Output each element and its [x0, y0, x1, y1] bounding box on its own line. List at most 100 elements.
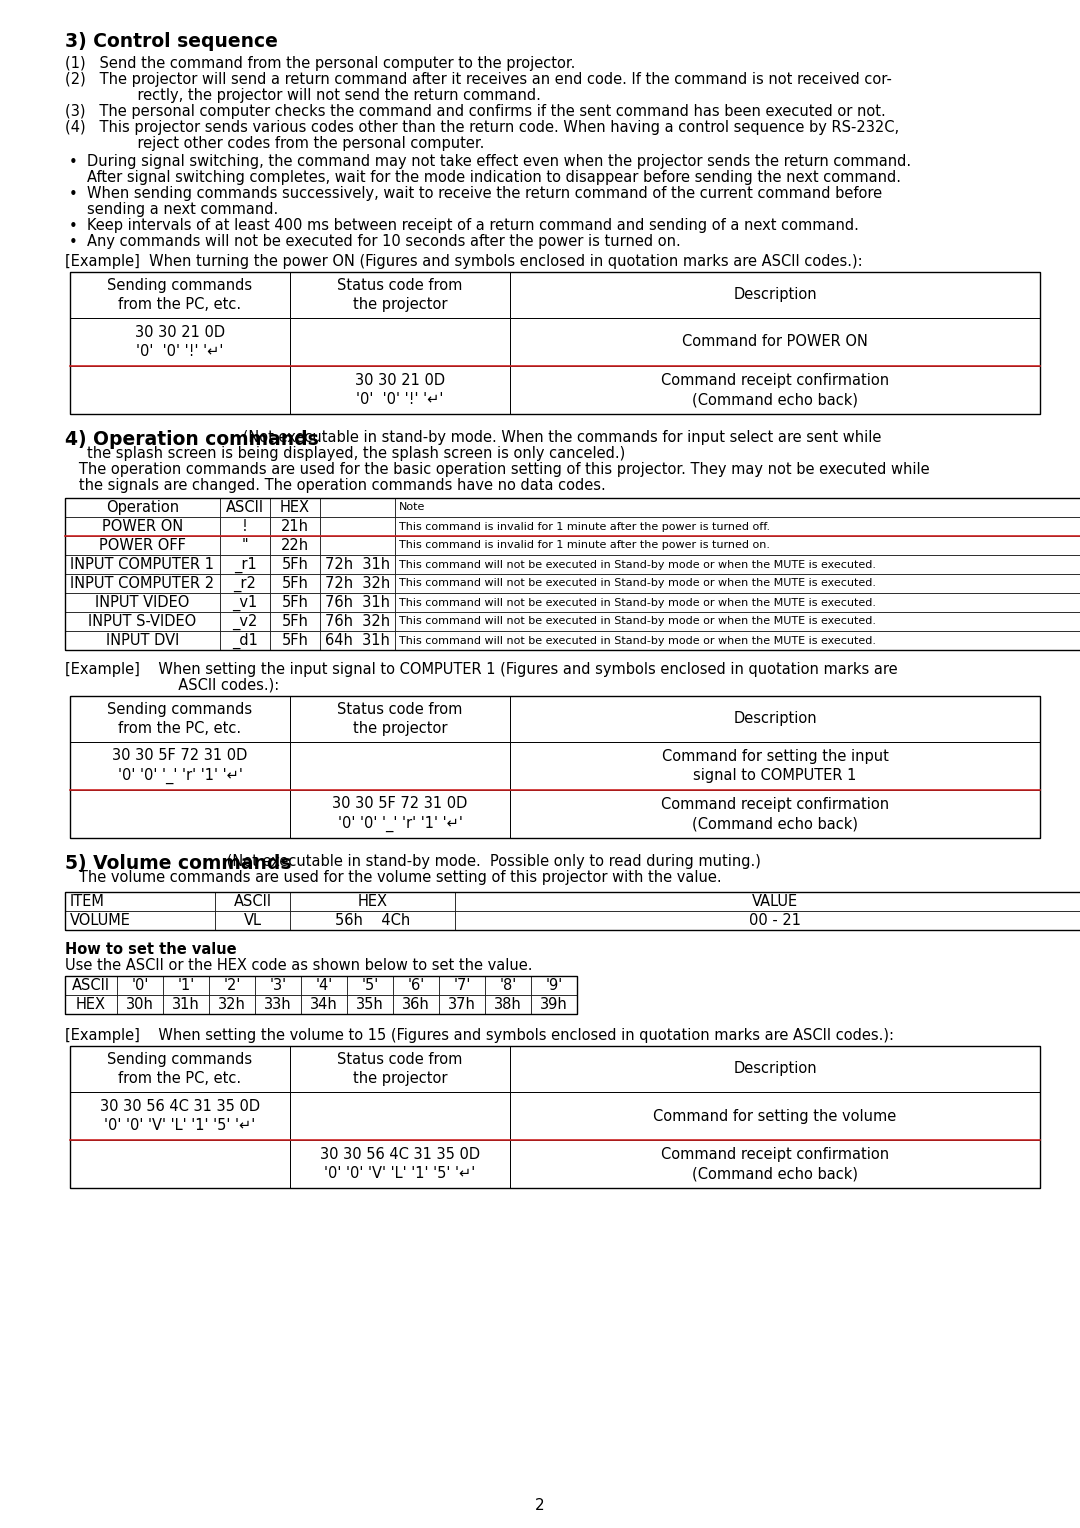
Bar: [270, 593, 320, 613]
Text: '5': '5': [362, 978, 379, 993]
Text: 3) Control sequence: 3) Control sequence: [65, 32, 278, 50]
Bar: [320, 575, 395, 593]
Text: 36h: 36h: [402, 996, 430, 1012]
Text: '3': '3': [269, 978, 286, 993]
Bar: [255, 995, 301, 1015]
Bar: [270, 613, 320, 631]
Text: 5Fh: 5Fh: [282, 594, 309, 610]
Text: 5Fh: 5Fh: [282, 614, 309, 630]
Text: INPUT COMPUTER 1: INPUT COMPUTER 1: [70, 558, 215, 571]
Text: After signal switching completes, wait for the mode indication to disappear befo: After signal switching completes, wait f…: [87, 170, 901, 185]
Bar: [65, 498, 220, 516]
Bar: [220, 536, 270, 555]
Text: 30 30 5F 72 31 0D
'0' '0' '_' 'r' '1' '↵': 30 30 5F 72 31 0D '0' '0' '_' 'r' '1' '↵…: [333, 796, 468, 833]
Bar: [395, 516, 1080, 536]
Text: HEX: HEX: [357, 894, 388, 909]
Text: 2: 2: [536, 1499, 544, 1514]
Bar: [65, 976, 577, 1015]
Bar: [291, 695, 510, 743]
Text: Sending commands
from the PC, etc.: Sending commands from the PC, etc.: [107, 1051, 253, 1086]
Text: 5Fh: 5Fh: [282, 576, 309, 591]
Bar: [65, 911, 215, 931]
Text: 64h  31h: 64h 31h: [325, 633, 390, 648]
Text: _v1: _v1: [232, 594, 258, 611]
Text: the signals are changed. The operation commands have no data codes.: the signals are changed. The operation c…: [65, 478, 606, 494]
Bar: [438, 995, 485, 1015]
Text: (Not executable in stand-by mode. When the commands for input select are sent wh: (Not executable in stand-by mode. When t…: [238, 429, 881, 445]
Bar: [270, 575, 320, 593]
Bar: [65, 995, 117, 1015]
Bar: [510, 1047, 1040, 1093]
Bar: [117, 976, 163, 995]
Text: Description: Description: [733, 1062, 816, 1077]
Bar: [220, 498, 270, 516]
Bar: [163, 995, 210, 1015]
Text: 72h  31h: 72h 31h: [325, 558, 390, 571]
Text: '0': '0': [132, 978, 149, 993]
Bar: [291, 272, 510, 318]
Text: [Example]  When turning the power ON (Figures and symbols enclosed in quotation : [Example] When turning the power ON (Fig…: [65, 254, 863, 269]
Bar: [320, 516, 395, 536]
Bar: [210, 995, 255, 1015]
Bar: [65, 575, 220, 593]
Bar: [347, 976, 393, 995]
Bar: [531, 995, 577, 1015]
Text: 76h  31h: 76h 31h: [325, 594, 390, 610]
Text: •: •: [69, 235, 78, 251]
Bar: [220, 575, 270, 593]
Bar: [163, 976, 210, 995]
Text: Use the ASCII or the HEX code as shown below to set the value.: Use the ASCII or the HEX code as shown b…: [65, 958, 532, 973]
Bar: [70, 695, 1040, 837]
Text: This command will not be executed in Stand-by mode or when the MUTE is executed.: This command will not be executed in Sta…: [399, 597, 876, 608]
Text: During signal switching, the command may not take effect even when the projector: During signal switching, the command may…: [87, 154, 912, 170]
Text: [Example]    When setting the volume to 15 (Figures and symbols enclosed in quot: [Example] When setting the volume to 15 …: [65, 1028, 894, 1044]
Bar: [395, 555, 1080, 575]
Bar: [510, 272, 1040, 318]
Bar: [70, 695, 291, 743]
Text: Status code from
the projector: Status code from the projector: [337, 278, 462, 312]
Text: INPUT DVI: INPUT DVI: [106, 633, 179, 648]
Text: Any commands will not be executed for 10 seconds after the power is turned on.: Any commands will not be executed for 10…: [87, 234, 680, 249]
Bar: [485, 995, 531, 1015]
Bar: [65, 613, 220, 631]
Bar: [65, 498, 1080, 649]
Bar: [255, 976, 301, 995]
Text: 30h: 30h: [126, 996, 154, 1012]
Text: 22h: 22h: [281, 538, 309, 553]
Text: ASCII: ASCII: [226, 500, 265, 515]
Bar: [395, 593, 1080, 613]
Text: 38h: 38h: [495, 996, 522, 1012]
Text: Command receipt confirmation
(Command echo back): Command receipt confirmation (Command ec…: [661, 1146, 889, 1181]
Bar: [70, 790, 291, 837]
Bar: [291, 1047, 510, 1093]
Text: 56h    4Ch: 56h 4Ch: [335, 914, 410, 927]
Text: When sending commands successively, wait to receive the return command of the cu: When sending commands successively, wait…: [87, 186, 882, 202]
Bar: [65, 892, 215, 911]
Bar: [438, 976, 485, 995]
Text: Operation: Operation: [106, 500, 179, 515]
Bar: [455, 911, 1080, 931]
Bar: [215, 892, 291, 911]
Text: 35h: 35h: [356, 996, 383, 1012]
Bar: [510, 695, 1040, 743]
Text: the splash screen is being displayed, the splash screen is only canceled.): the splash screen is being displayed, th…: [87, 446, 625, 461]
Bar: [270, 498, 320, 516]
Text: •: •: [69, 154, 78, 170]
Bar: [320, 536, 395, 555]
Text: Description: Description: [733, 287, 816, 303]
Bar: [455, 892, 1080, 911]
Bar: [270, 555, 320, 575]
Bar: [291, 911, 455, 931]
Bar: [291, 790, 510, 837]
Bar: [301, 995, 347, 1015]
Text: This command will not be executed in Stand-by mode or when the MUTE is executed.: This command will not be executed in Sta…: [399, 636, 876, 645]
Text: _r2: _r2: [233, 576, 256, 591]
Text: The operation commands are used for the basic operation setting of this projecto: The operation commands are used for the …: [65, 461, 930, 477]
Text: VALUE: VALUE: [752, 894, 798, 909]
Text: '9': '9': [545, 978, 563, 993]
Text: 33h: 33h: [265, 996, 292, 1012]
Bar: [301, 976, 347, 995]
Text: 5) Volume commands: 5) Volume commands: [65, 854, 292, 872]
Bar: [117, 995, 163, 1015]
Text: Sending commands
from the PC, etc.: Sending commands from the PC, etc.: [107, 701, 253, 736]
